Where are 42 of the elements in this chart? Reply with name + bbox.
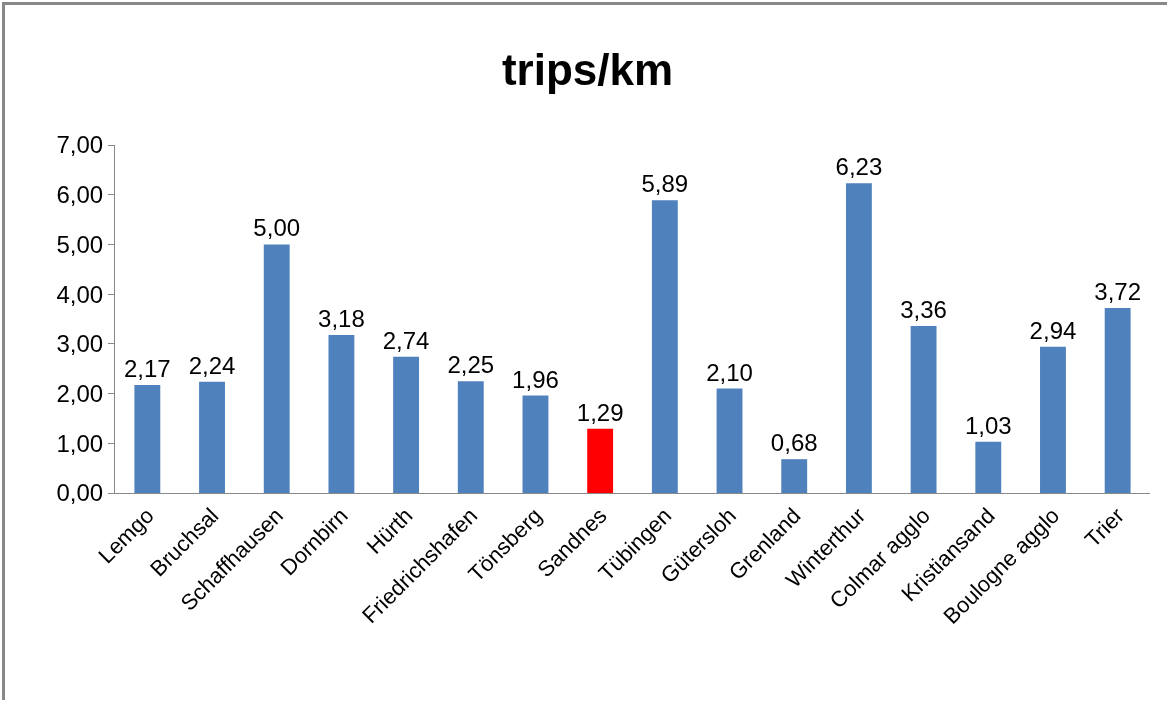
y-tick-label: 7,00 [56,131,104,159]
bar [328,334,355,493]
data-label: 6,23 [835,153,883,181]
bar [1104,308,1131,493]
data-label: 5,89 [641,170,689,198]
y-tick-label: 0,00 [56,479,104,507]
data-label: 2,17 [123,355,171,383]
data-label: 1,29 [576,398,624,426]
bar [910,325,937,493]
bar [522,395,549,493]
y-tick-label: 4,00 [56,280,104,308]
data-label: 0,68 [770,429,818,457]
chart-title: trips/km [501,44,674,94]
data-label: 1,96 [512,365,559,393]
bar [587,428,614,493]
bar [716,388,743,493]
bar [781,459,808,493]
data-label: 5,00 [253,214,301,242]
data-label: 2,24 [188,351,236,379]
bar [1040,346,1066,493]
bar [845,183,872,493]
bar [199,381,225,493]
data-label: 1,03 [964,411,1012,439]
y-tick-label: 6,00 [56,181,104,209]
data-label: 2,94 [1029,316,1077,344]
y-tick-label: 3,00 [56,330,104,358]
bar [975,441,1002,493]
data-label: 3,36 [900,295,947,323]
data-label: 3,18 [318,304,365,332]
y-tick-label: 2,00 [56,379,104,407]
data-label: 3,72 [1094,278,1142,306]
data-label: 2,74 [382,326,430,354]
y-tick-label: 5,00 [56,230,104,258]
y-tick-label: 1,00 [56,429,104,457]
bar [134,385,161,493]
bar [393,356,420,493]
bar [651,200,678,493]
x-tick-label: Trier [1079,503,1129,553]
data-label: 2,25 [447,351,495,379]
bar [457,381,484,493]
bar [263,244,290,493]
data-label: 2,10 [706,358,753,386]
